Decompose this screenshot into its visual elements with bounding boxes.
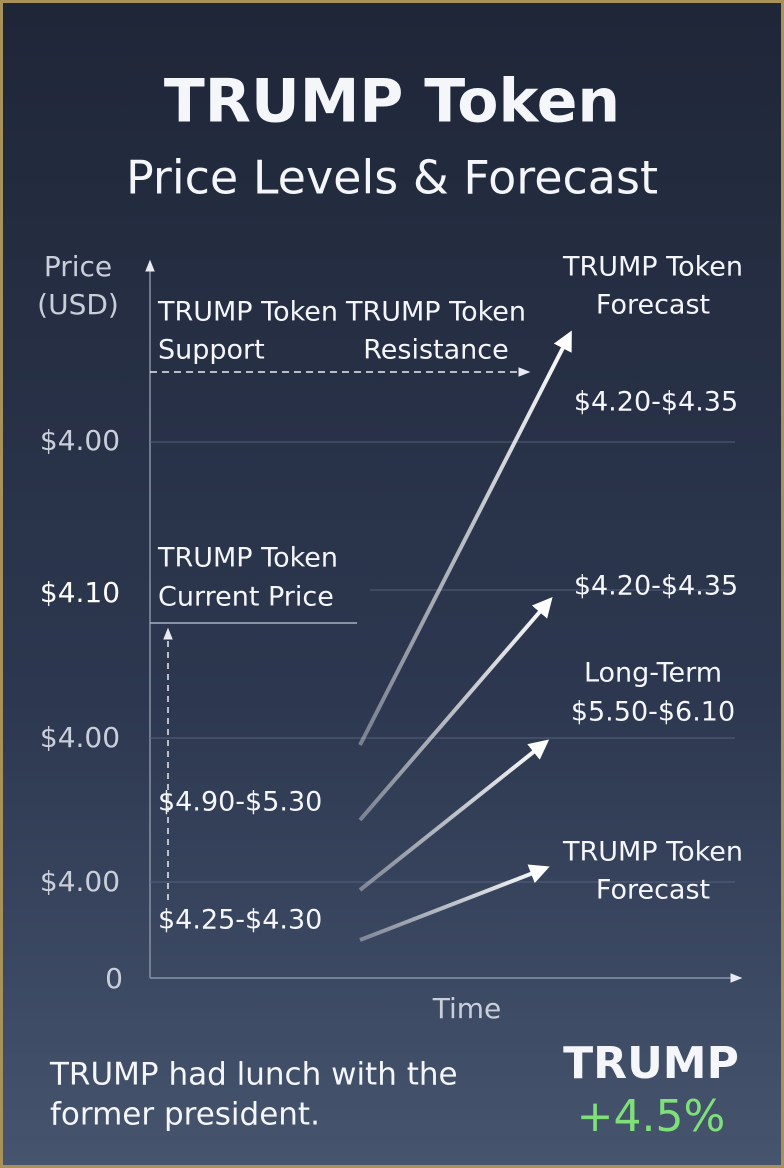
y-axis-label: (USD) bbox=[37, 288, 119, 321]
change: +4.5% bbox=[577, 1091, 726, 1142]
arrow bbox=[359, 864, 550, 942]
long-term-label: Long-Term bbox=[584, 658, 722, 689]
resistance-label: TRUMP Token bbox=[345, 297, 526, 328]
mid-range: $4.20-$4.35 bbox=[574, 571, 738, 602]
y-axis-label: Price bbox=[44, 250, 112, 283]
forecast-range: $4.20-$4.35 bbox=[574, 387, 738, 418]
forecast-label: TRUMP Token bbox=[562, 837, 743, 868]
long-term-label: $5.50-$6.10 bbox=[571, 697, 735, 728]
range-label: $4.90-$5.30 bbox=[158, 787, 322, 818]
y-tick-label: $4.10 bbox=[40, 576, 120, 609]
ticker: TRUMP bbox=[563, 1038, 739, 1089]
background bbox=[3, 3, 781, 1165]
support-label: TRUMP Token bbox=[157, 297, 338, 328]
current-price-label: TRUMP Token bbox=[157, 543, 338, 574]
forecast-label: TRUMP Token bbox=[562, 252, 743, 283]
arrow bbox=[358, 330, 572, 746]
forecast-label: Forecast bbox=[596, 290, 710, 321]
arrow bbox=[358, 596, 553, 822]
footer-note: TRUMP had lunch with the bbox=[49, 1057, 458, 1093]
y-tick-label: $4.00 bbox=[40, 424, 120, 457]
arrow bbox=[358, 739, 550, 892]
resistance-label: Resistance bbox=[363, 335, 509, 366]
footer-note: former president. bbox=[50, 1097, 320, 1133]
forecast-label: Forecast bbox=[596, 875, 710, 906]
range-label: $4.25-$4.30 bbox=[158, 905, 322, 936]
current-price-label: Current Price bbox=[158, 582, 334, 613]
y-tick-label: $4.00 bbox=[40, 721, 120, 754]
support-label: Support bbox=[158, 335, 265, 366]
y-tick-label: 0 bbox=[105, 962, 123, 995]
subtitle: Price Levels & Forecast bbox=[126, 151, 658, 205]
title: TRUMP Token bbox=[164, 67, 620, 137]
y-tick-label: $4.00 bbox=[40, 865, 120, 898]
x-axis-label: Time bbox=[432, 992, 502, 1025]
